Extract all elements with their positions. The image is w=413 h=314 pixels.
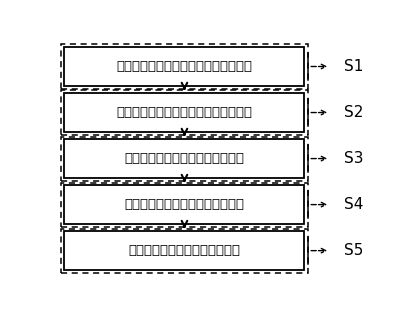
Bar (61, 45, 309, 89)
Bar (64, 139, 304, 178)
Bar (61, 137, 309, 181)
Text: 变压器电容数据集构建与概率数值计算: 变压器电容数据集构建与概率数值计算 (116, 106, 252, 119)
Bar (64, 93, 304, 132)
Bar (64, 231, 304, 270)
Text: S1: S1 (344, 59, 364, 74)
Text: S5: S5 (344, 243, 364, 258)
Text: S3: S3 (344, 151, 364, 166)
Text: S2: S2 (344, 105, 364, 120)
Text: 基于气体元素的变压器故障率计算: 基于气体元素的变压器故障率计算 (124, 152, 244, 165)
Text: S4: S4 (344, 197, 364, 212)
Bar (61, 182, 309, 227)
Bar (64, 186, 304, 224)
Bar (61, 229, 309, 273)
Text: 并列变压器供电系统故障率计算: 并列变压器供电系统故障率计算 (128, 244, 240, 257)
Text: 变压器气体数据集构建与概率数值计算: 变压器气体数据集构建与概率数值计算 (116, 60, 252, 73)
Bar (61, 90, 309, 135)
Bar (64, 47, 304, 86)
Text: 基于电容元素的变压器故障率计算: 基于电容元素的变压器故障率计算 (124, 198, 244, 211)
